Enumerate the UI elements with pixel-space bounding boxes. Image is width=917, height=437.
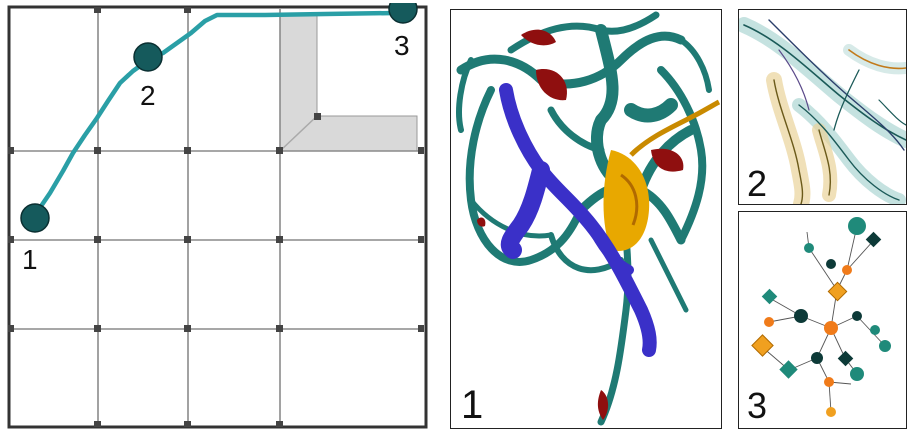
fiber-halos (739, 17, 906, 204)
fiber-trace-canvas: 2 (739, 17, 906, 204)
graph-nodes (751, 217, 891, 417)
waypoint-1-label: 1 (22, 244, 38, 275)
waypoint-1-marker (20, 203, 50, 233)
graph-edges (760, 225, 886, 413)
mesh-render-canvas: 1 (456, 11, 721, 427)
grid-path-canvas: 1 2 3 (7, 3, 428, 429)
fiber-trace-panel: 2 (738, 9, 907, 205)
mesh-gold-segment (603, 99, 721, 251)
grid-lines (11, 9, 424, 425)
waypoint-2-marker (133, 42, 163, 72)
grid-frame (7, 5, 428, 429)
mesh-panel-label: 1 (461, 383, 483, 427)
graph-panel-label: 3 (747, 385, 767, 426)
node-graph-panel: 3 (738, 211, 907, 429)
mesh-blue-tube (499, 83, 657, 357)
mesh-red-segments (477, 29, 684, 420)
waypoint-3-label: 3 (394, 30, 410, 61)
node-graph-canvas: 3 (747, 217, 891, 426)
mesh-render-panel: 1 (450, 9, 722, 429)
grid-path-panel: 1 2 3 (5, 3, 430, 431)
fiber-panel-label: 2 (747, 163, 767, 204)
waypoint-3-marker (388, 3, 418, 24)
grid-vertices (8, 7, 424, 427)
waypoint-2-label: 2 (140, 80, 156, 111)
fiber-lines (743, 19, 906, 204)
